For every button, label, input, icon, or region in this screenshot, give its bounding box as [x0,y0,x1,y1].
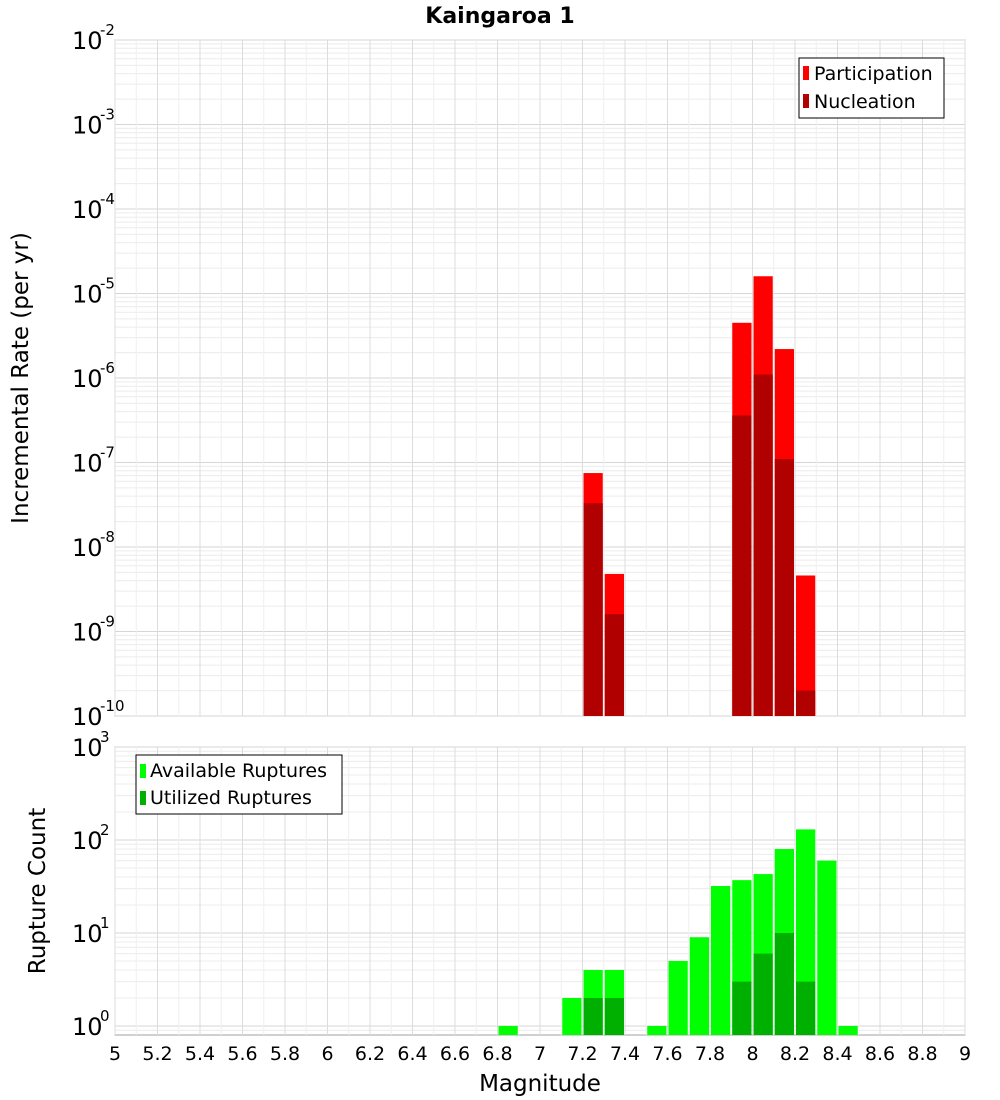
x-tick-label: 8.4 [822,1043,852,1065]
x-tick-label: 8.2 [780,1043,810,1065]
x-tick-label: 6.2 [355,1043,385,1065]
top-ytick-base: 10 [72,703,103,731]
bottom-ytick-exponent: 2 [100,821,110,839]
top-ytick-exponent: -4 [100,190,115,208]
x-tick-label: 8.6 [865,1043,895,1065]
top-bar-series2 [796,690,816,716]
top-bars [583,276,816,716]
bottom-bar-series1 [817,860,837,1035]
bottom-bar-series1 [689,937,709,1035]
bottom-bar-series2 [753,953,773,1035]
x-tick-labels: 5 5.2 5.4 5.6 5.8 6 6.2 6.4 6.6 6.8 7 7.2 7.4 7.6 7.8 8… [109,1043,971,1065]
top-legend: Participation Nucleation [798,57,945,119]
top-ytick-exponent: -6 [100,359,115,377]
top-ytick-base: 10 [72,365,103,393]
bottom-y-axis-title: Rupture Count [25,808,51,974]
bottom-legend-box [135,754,343,815]
top-bar-series2 [604,614,624,716]
top-ytick-base: 10 [72,196,103,224]
bottom-ytick-base: 10 [72,920,103,948]
bottom-bar-series1 [647,1025,667,1035]
bottom-bar-series1 [498,1025,518,1035]
legend-label-utilized: Utilized Ruptures [150,787,312,809]
top-ytick-exponent: -3 [100,106,115,124]
top-bar-series1 [796,575,816,716]
legend-swatch-utilized [140,791,146,805]
top-bar-series2 [774,459,794,716]
x-tick-label: 7.6 [652,1043,682,1065]
x-tick-label: 7 [534,1043,546,1065]
x-tick-label: 5.6 [227,1043,257,1065]
bottom-bar-series1 [668,960,688,1035]
top-ytick-base: 10 [72,534,103,562]
x-tick-label: 7.8 [695,1043,725,1065]
top-ytick-exponent: -8 [100,528,115,546]
bottom-ytick-exponent: 0 [100,1007,110,1025]
x-tick-label: 8 [746,1043,758,1065]
chart-title: Kaingaroa 1 [425,4,574,29]
x-tick-label: 5.2 [142,1043,172,1065]
top-ytick-base: 10 [72,450,103,478]
x-tick-label: 7.4 [610,1043,640,1065]
x-tick-label: 6.8 [482,1043,512,1065]
top-ytick-base: 10 [72,112,103,140]
legend-label-nucleation: Nucleation [814,91,916,113]
bottom-bar-series1 [562,997,582,1035]
top-bar-series2 [732,415,752,716]
legend-swatch-nucleation [803,94,809,108]
top-legend-box [798,57,945,119]
top-ytick-base: 10 [72,619,103,647]
legend-swatch-participation [803,66,809,80]
bottom-bar-series2 [604,997,624,1035]
top-ytick-exponent: -5 [100,275,115,293]
legend-label-participation: Participation [814,63,933,85]
top-ytick-exponent: -9 [100,613,115,631]
top-gridlines [114,39,966,717]
bottom-ytick-base: 10 [72,827,103,855]
x-tick-label: 6 [321,1043,333,1065]
legend-label-available: Available Ruptures [150,760,327,782]
x-tick-label: 5.4 [185,1043,215,1065]
top-y-axis-title: Incremental Rate (per yr) [8,232,34,524]
x-tick-label: 6.4 [397,1043,427,1065]
top-bar-series2 [583,503,603,716]
bottom-bar-series2 [774,932,794,1035]
bottom-bar-series1 [838,1025,858,1035]
x-tick-label: 6.6 [440,1043,470,1065]
top-ytick-exponent: -10 [100,697,125,715]
x-tick-label: 5 [109,1043,121,1065]
bottom-legend: Available Ruptures Utilized Ruptures [135,754,343,815]
top-ytick-base: 10 [72,281,103,309]
x-tick-label: 8.8 [907,1043,937,1065]
x-tick-label: 5.8 [270,1043,300,1065]
bottom-bar-series1 [711,886,731,1035]
bottom-bar-series2 [732,981,752,1035]
bottom-bars [498,829,858,1035]
bottom-ytick-base: 10 [72,1013,103,1041]
bottom-ytick-exponent: 1 [100,914,110,932]
bottom-bar-series2 [796,981,816,1035]
x-tick-label: 9 [959,1043,971,1065]
top-ytick-base: 10 [72,27,103,55]
top-ytick-exponent: -7 [100,444,115,462]
x-axis-title: Magnitude [479,1071,601,1097]
top-ytick-exponent: -2 [100,21,115,39]
legend-swatch-available [140,764,146,778]
x-tick-label: 7.2 [567,1043,597,1065]
bottom-ytick-base: 10 [72,734,103,762]
bottom-ytick-exponent: 3 [100,728,110,746]
bottom-bar-series2 [583,997,603,1035]
top-bar-series2 [753,374,773,716]
